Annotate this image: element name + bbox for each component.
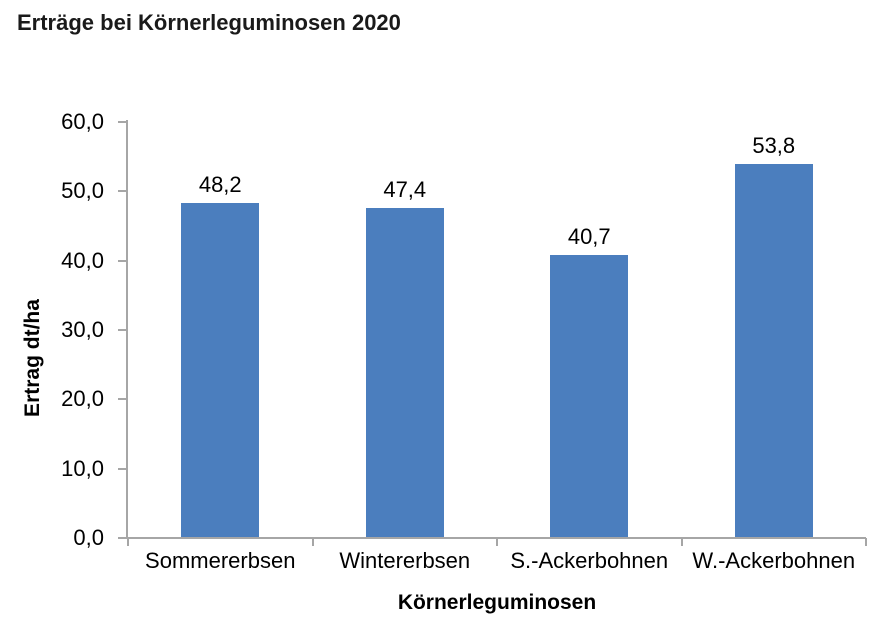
bar-sommererbsen <box>181 202 260 537</box>
y-tick-label: 50,0 <box>61 178 104 204</box>
bar-wintererbsen <box>365 208 444 537</box>
x-tick-mark <box>127 538 129 546</box>
x-category-label: W.-Ackerbohnen <box>692 548 856 573</box>
y-tick-label: 60,0 <box>61 109 104 134</box>
y-axis-line <box>126 120 128 538</box>
bar-w-ackerbohnen <box>734 163 813 537</box>
x-tick-mark <box>680 538 683 546</box>
y-tick-label: 40,0 <box>61 247 104 273</box>
bar-value-label: 48,2 <box>198 171 242 197</box>
y-tick-mark <box>118 190 126 193</box>
y-tick-mark <box>118 398 126 401</box>
y-tick-mark <box>118 467 126 470</box>
bar-value-label: 40,7 <box>567 223 611 249</box>
bar-value-label: 53,8 <box>752 132 796 158</box>
y-tick-mark <box>118 537 126 539</box>
x-axis-title: Körnerleguminosen <box>397 591 597 614</box>
y-tick-label: 30,0 <box>61 317 104 342</box>
y-tick-label: 0,0 <box>73 525 104 550</box>
y-tick-label: 20,0 <box>61 386 104 412</box>
x-tick-mark <box>865 538 867 546</box>
x-category-label: S.-Ackerbohnen <box>510 548 669 573</box>
y-tick-label: 10,0 <box>61 455 104 481</box>
x-tick-mark <box>496 538 498 546</box>
chart-title: Erträge bei Körnerleguminosen 2020 <box>17 10 401 35</box>
y-tick-mark <box>118 259 126 262</box>
y-tick-mark <box>118 121 126 123</box>
y-tick-mark <box>118 329 126 331</box>
x-tick-mark <box>311 538 314 546</box>
x-category-label: Wintererbsen <box>339 548 471 573</box>
bar-s-ackerbohnen <box>550 254 629 537</box>
x-category-label: Sommererbsen <box>145 548 296 573</box>
bar-value-label: 47,4 <box>383 177 427 203</box>
